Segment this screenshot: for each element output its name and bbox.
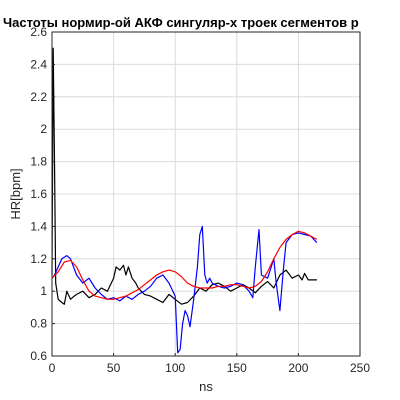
y-tick-label: 2.2 xyxy=(30,90,47,104)
chart-title: Частоты нормир-ой АКФ сингуляр-х троек с… xyxy=(3,15,359,30)
y-tick-label: 2.6 xyxy=(30,25,47,39)
series-layer xyxy=(51,47,318,354)
y-tick-label: 2.4 xyxy=(30,57,47,71)
series-line-1 xyxy=(51,47,317,305)
x-tick-label: 150 xyxy=(227,361,247,375)
y-tick-label: 1.4 xyxy=(30,219,47,233)
x-tick-label: 0 xyxy=(49,361,56,375)
y-tick-label: 0.8 xyxy=(30,317,47,331)
x-tick-label: 100 xyxy=(165,361,185,375)
y-tick-label: 0.6 xyxy=(30,349,47,363)
y-tick-label: 2 xyxy=(40,122,47,136)
tick-labels: 0 50 100 150 200 250 0.6 0.8 1 1.2 1.4 1.6 1.8 2 2.2 2.… xyxy=(30,25,370,375)
series-line-2 xyxy=(51,225,318,354)
y-tick-label: 1.6 xyxy=(30,187,47,201)
x-axis-label: ns xyxy=(199,379,213,394)
y-tick-label: 1.8 xyxy=(30,155,47,169)
y-tick-label: 1 xyxy=(40,284,47,298)
y-tick-label: 1.2 xyxy=(30,252,47,266)
grid xyxy=(51,31,361,357)
x-tick-label: 200 xyxy=(288,361,308,375)
x-tick-label: 50 xyxy=(107,361,121,375)
x-tick-label: 250 xyxy=(350,361,370,375)
y-axis-label: HR[bpm] xyxy=(8,168,23,219)
series-line-3 xyxy=(51,230,318,300)
